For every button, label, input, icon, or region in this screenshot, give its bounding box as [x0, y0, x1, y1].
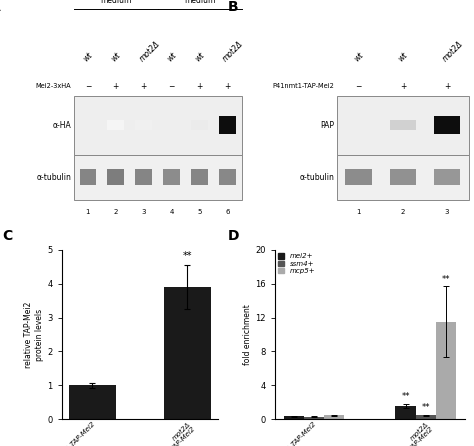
Text: 1: 1 [86, 209, 90, 215]
Bar [108, 120, 124, 130]
Bar [324, 415, 344, 419]
Bar [434, 116, 460, 134]
Text: wt: wt [193, 51, 206, 64]
Text: 1: 1 [356, 209, 361, 215]
Text: −: − [169, 82, 175, 91]
Text: 5: 5 [198, 209, 202, 215]
Bar [191, 169, 208, 186]
Text: **: ** [182, 251, 192, 261]
Text: +: + [196, 82, 203, 91]
Text: wt: wt [109, 51, 122, 64]
Text: +: + [224, 82, 231, 91]
Text: +: + [113, 82, 119, 91]
Text: PAP: PAP [320, 120, 334, 130]
Text: A: A [0, 0, 1, 14]
Bar [283, 416, 304, 419]
Text: D: D [228, 229, 239, 244]
Text: −: − [356, 82, 362, 91]
Text: +: + [400, 82, 406, 91]
FancyBboxPatch shape [74, 95, 242, 155]
Text: wt: wt [82, 51, 94, 64]
Bar [108, 169, 124, 186]
Bar [434, 169, 460, 186]
Bar [136, 120, 152, 130]
Text: wt: wt [397, 51, 410, 64]
Text: α-tubulin: α-tubulin [299, 173, 334, 182]
Text: Mei2-3xHA: Mei2-3xHA [36, 83, 72, 90]
Text: α-tubulin: α-tubulin [36, 173, 72, 182]
Bar [416, 415, 436, 419]
Text: C: C [2, 229, 12, 244]
Text: P41nmt1-TAP-Mei2: P41nmt1-TAP-Mei2 [272, 83, 334, 90]
Text: +: + [141, 82, 147, 91]
Text: wt: wt [165, 51, 178, 64]
Text: B: B [228, 0, 238, 14]
Bar [164, 169, 180, 186]
Legend: mei2+, ssm4+, mcp5+: mei2+, ssm4+, mcp5+ [278, 253, 315, 274]
Bar [219, 169, 236, 186]
Bar [304, 417, 324, 419]
Bar [69, 385, 116, 419]
Bar [436, 322, 456, 419]
Text: 2: 2 [401, 209, 405, 215]
Bar [390, 169, 416, 186]
Text: α-HA: α-HA [53, 120, 72, 130]
Text: **: ** [442, 275, 450, 284]
Y-axis label: fold enrichment: fold enrichment [244, 304, 253, 365]
Bar [219, 116, 236, 134]
FancyBboxPatch shape [74, 155, 242, 200]
Text: 3: 3 [142, 209, 146, 215]
Text: 3: 3 [445, 209, 449, 215]
Text: mot2Δ: mot2Δ [441, 40, 465, 64]
Bar [191, 120, 208, 130]
Bar [164, 287, 211, 419]
Text: wt: wt [352, 51, 365, 64]
FancyBboxPatch shape [337, 95, 469, 155]
Text: mot2Δ: mot2Δ [137, 40, 162, 64]
Text: 2: 2 [114, 209, 118, 215]
Text: **: ** [421, 403, 430, 412]
Bar [346, 169, 372, 186]
Text: **: ** [401, 392, 410, 401]
Y-axis label: relative TAP-Mei2
protein levels: relative TAP-Mei2 protein levels [24, 301, 45, 368]
Text: +: + [444, 82, 450, 91]
Text: −: − [85, 82, 91, 91]
Bar [395, 406, 416, 419]
Bar [80, 169, 96, 186]
FancyBboxPatch shape [337, 155, 469, 200]
Text: 4: 4 [170, 209, 174, 215]
Bar [390, 120, 416, 131]
Bar [136, 169, 152, 186]
Text: mot2Δ: mot2Δ [221, 40, 246, 64]
Text: minimal
medium: minimal medium [184, 0, 215, 4]
Text: rich
medium: rich medium [100, 0, 131, 4]
Text: 6: 6 [225, 209, 230, 215]
